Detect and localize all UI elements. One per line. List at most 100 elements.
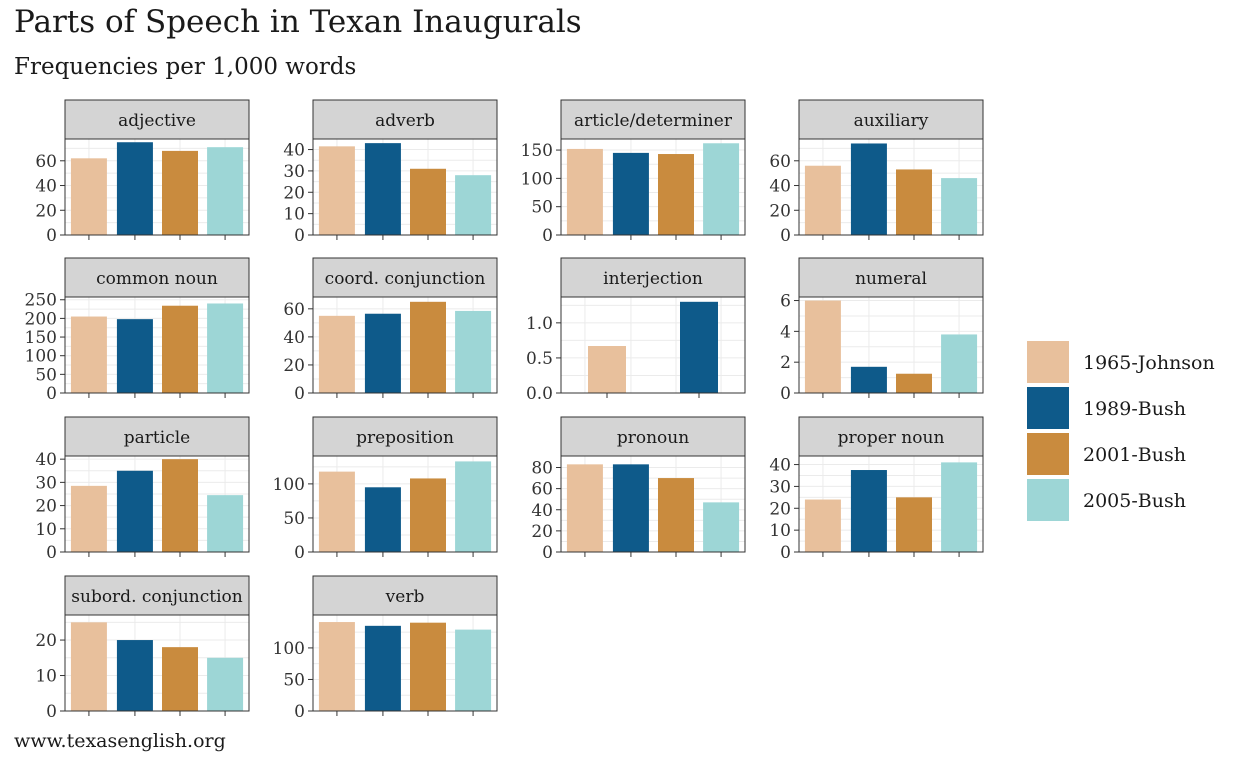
bar-1965-johnson bbox=[804, 300, 841, 393]
y-tick-label: 0 bbox=[294, 384, 305, 404]
panel-numeral: numeral 0 2 4 6 bbox=[780, 257, 984, 404]
bar-2005-bush bbox=[455, 461, 492, 552]
bar-1989-bush bbox=[364, 313, 401, 393]
bar-2001-bush bbox=[658, 478, 694, 552]
bar-2001-bush bbox=[658, 154, 694, 235]
y-tick-label: 100 bbox=[521, 169, 553, 189]
y-tick-label: 0 bbox=[542, 226, 553, 246]
facet-label: auxiliary bbox=[854, 111, 929, 131]
facet-label: proper noun bbox=[838, 428, 945, 448]
y-tick-label: 0 bbox=[46, 702, 57, 722]
y-tick-label: 2 bbox=[780, 353, 791, 373]
y-tick-label: 40 bbox=[283, 328, 305, 348]
legend: 1965-Johnson 1989-Bush 2001-Bush 2005-Bush bbox=[1027, 341, 1215, 521]
bar-2001-bush bbox=[410, 622, 446, 711]
bar-2001-bush bbox=[162, 305, 198, 393]
facet-strip bbox=[64, 416, 250, 457]
panel-border bbox=[312, 455, 498, 553]
panel-border bbox=[64, 455, 250, 553]
y-tick-label: 30 bbox=[769, 477, 791, 497]
bar-1965-johnson bbox=[318, 146, 355, 235]
bar-1965-johnson bbox=[70, 485, 107, 552]
y-tick-label: 20 bbox=[769, 499, 791, 519]
bar-1965-johnson bbox=[566, 464, 603, 552]
y-tick-label: 20 bbox=[35, 631, 57, 651]
y-tick-label: 10 bbox=[769, 521, 791, 541]
panel-border bbox=[64, 296, 250, 394]
y-tick-label: 30 bbox=[283, 162, 305, 182]
bar-1989-bush bbox=[850, 143, 887, 235]
legend-label: 2005-Bush bbox=[1083, 490, 1186, 512]
y-tick-label: 20 bbox=[35, 201, 57, 221]
facet-strip bbox=[798, 99, 984, 140]
facet-label: verb bbox=[385, 587, 425, 607]
y-tick-label: 40 bbox=[35, 450, 57, 470]
panel-auxiliary: auxiliary 0 20 40 60 bbox=[769, 99, 984, 246]
legend-label: 1989-Bush bbox=[1083, 398, 1186, 420]
y-tick-label: 0 bbox=[46, 384, 57, 404]
y-tick-label: 10 bbox=[35, 667, 57, 687]
bar-2005-bush bbox=[703, 502, 740, 552]
bar-2001-bush bbox=[896, 373, 932, 393]
panel-border bbox=[312, 138, 498, 236]
panel-border bbox=[560, 138, 746, 236]
bar-1965-johnson bbox=[70, 316, 107, 393]
panel-border bbox=[64, 614, 250, 712]
y-tick-label: 40 bbox=[769, 456, 791, 476]
bar-2001-bush bbox=[410, 478, 446, 552]
facet-strip bbox=[560, 99, 746, 140]
y-tick-label: 60 bbox=[769, 152, 791, 172]
y-tick-label: 60 bbox=[35, 152, 57, 172]
panel-border bbox=[798, 138, 984, 236]
facet-label: adjective bbox=[118, 111, 196, 131]
y-tick-label: 0 bbox=[780, 384, 791, 404]
facet-label: adverb bbox=[375, 111, 435, 131]
bar-1965-johnson bbox=[318, 471, 355, 552]
y-tick-label: 60 bbox=[283, 300, 305, 320]
facet-label: coord. conjunction bbox=[325, 269, 486, 289]
facet-label: subord. conjunction bbox=[71, 587, 243, 607]
y-tick-label: 0 bbox=[294, 226, 305, 246]
bar-2005-bush bbox=[207, 303, 244, 393]
panel-border bbox=[312, 296, 498, 394]
bar-1965-johnson bbox=[588, 346, 626, 393]
facet-label: preposition bbox=[356, 428, 454, 448]
bar-2001-bush bbox=[410, 301, 446, 393]
y-tick-label: 0.5 bbox=[526, 349, 553, 369]
bar-1965-johnson bbox=[566, 148, 603, 235]
y-tick-label: 0 bbox=[780, 226, 791, 246]
bar-1989-bush bbox=[116, 319, 153, 393]
bar-1989-bush bbox=[364, 143, 401, 235]
panel-subord-conjunction: subord. conjunction 0 10 20 bbox=[35, 575, 250, 722]
bar-1989-bush bbox=[680, 301, 718, 393]
bar-1965-johnson bbox=[318, 622, 355, 711]
bar-2001-bush bbox=[162, 647, 198, 711]
y-tick-label: 40 bbox=[769, 177, 791, 197]
panel-article-determiner: article/determiner 0 50 100 150 bbox=[521, 99, 746, 246]
chart-caption: www.texasenglish.org bbox=[14, 730, 226, 752]
facet-label: common noun bbox=[96, 269, 218, 289]
y-tick-label: 0 bbox=[294, 702, 305, 722]
bar-2001-bush bbox=[162, 150, 198, 235]
bar-1989-bush bbox=[116, 142, 153, 235]
y-tick-label: 0 bbox=[780, 543, 791, 563]
y-tick-label: 150 bbox=[25, 328, 57, 348]
bar-1989-bush bbox=[364, 625, 401, 711]
panel-coord-conjunction: coord. conjunction 0 20 40 60 bbox=[283, 257, 498, 404]
bar-2005-bush bbox=[455, 310, 492, 393]
y-tick-label: 30 bbox=[35, 473, 57, 493]
y-tick-label: 40 bbox=[35, 177, 57, 197]
facet-label: particle bbox=[124, 428, 190, 448]
bar-1989-bush bbox=[116, 640, 153, 711]
y-tick-label: 0 bbox=[294, 543, 305, 563]
y-tick-label: 4 bbox=[780, 322, 791, 342]
y-tick-label: 20 bbox=[531, 522, 553, 542]
bar-2005-bush bbox=[941, 462, 978, 552]
y-tick-label: 80 bbox=[531, 459, 553, 479]
y-tick-label: 50 bbox=[531, 198, 553, 218]
legend-key bbox=[1027, 479, 1069, 521]
panel-border bbox=[64, 138, 250, 236]
